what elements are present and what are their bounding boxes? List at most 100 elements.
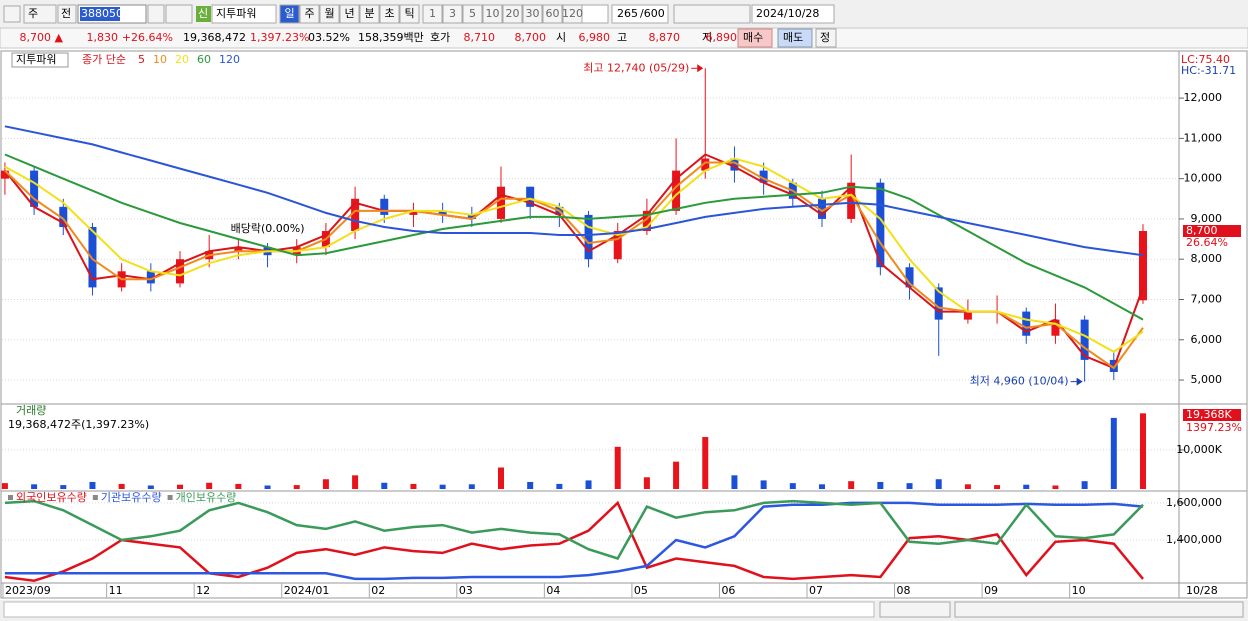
scroll-track[interactable]: [3, 601, 875, 618]
last-price-box: [1183, 225, 1241, 238]
bid: 8,700: [515, 31, 547, 44]
period: 분: [364, 7, 374, 20]
volume-bar: [381, 482, 388, 489]
candle-body: [847, 182, 856, 219]
x-tick-label: 2024/01: [284, 584, 330, 597]
volume-bar: [935, 479, 942, 489]
price: 8,700 ▲: [20, 31, 64, 44]
prev-button[interactable]: [57, 4, 77, 24]
x-end-label: 10/28: [1186, 584, 1218, 597]
interval-button[interactable]: [502, 4, 523, 24]
volume-bar: [410, 483, 417, 489]
y-tick-label: 8,000: [1191, 252, 1223, 265]
interval-button[interactable]: [422, 4, 443, 24]
buy-button[interactable]: [737, 28, 773, 48]
ma-line: [4, 153, 1144, 370]
mode-select[interactable]: [23, 4, 57, 24]
candle-body: [496, 186, 505, 219]
volume-bar: [89, 481, 96, 489]
turnover: 03.52%: [308, 31, 350, 44]
volume-bar: [293, 485, 300, 489]
candle-body: [730, 158, 739, 171]
volume-bar: [964, 484, 971, 489]
correct: 정: [820, 31, 830, 44]
ma-line: [4, 125, 1144, 257]
volume-bar: [789, 483, 796, 489]
period-button[interactable]: [399, 4, 420, 24]
stock-name: 지투파워: [216, 7, 256, 20]
y-tick-label: 11,000: [1184, 131, 1223, 144]
volume-title: 거래량: [16, 404, 46, 417]
x-tick-label: 05: [634, 584, 648, 597]
period-button[interactable]: [299, 4, 320, 24]
candle-body: [876, 182, 885, 268]
x-tick-label: 07: [809, 584, 823, 597]
date-box[interactable]: [751, 4, 835, 24]
period: 초: [384, 7, 394, 20]
period-button[interactable]: [359, 4, 380, 24]
correct-button[interactable]: [815, 28, 837, 48]
sell-button[interactable]: [777, 28, 813, 48]
low-label: 저: [702, 31, 712, 44]
candle-body: [1080, 319, 1089, 360]
legend-entry: 기관보유수량: [101, 491, 162, 504]
volume-bar: [877, 481, 884, 489]
period-button[interactable]: [279, 4, 300, 24]
change-pct: +26.64%: [122, 31, 173, 44]
volume-bar: [177, 484, 184, 489]
x-tick-label: 03: [459, 584, 473, 597]
candle-body: [526, 186, 535, 207]
count-box[interactable]: [611, 4, 669, 24]
open: 6,980: [579, 31, 611, 44]
corner-label: HC:-31.71: [1181, 64, 1236, 77]
y-tick-label: 1,400,000: [1166, 533, 1222, 546]
interval-button[interactable]: [482, 4, 503, 24]
tool-icons[interactable]: [673, 4, 751, 24]
badge: 신: [198, 7, 208, 20]
candle-body: [409, 210, 418, 215]
y-tick-label: 10,000K: [1176, 443, 1222, 456]
period: 틱: [404, 7, 414, 20]
last-change: 26.64%: [1186, 236, 1228, 249]
interval-button[interactable]: [462, 4, 483, 24]
volume-bar: [322, 479, 329, 489]
x-tick-label: 04: [546, 584, 560, 597]
count-max: /600: [640, 7, 665, 20]
volume-bar: [1, 483, 8, 489]
interval-button[interactable]: [542, 4, 563, 24]
sound-button[interactable]: [165, 4, 193, 24]
candle-body: [234, 247, 243, 252]
candle-body: [934, 287, 943, 320]
zoom-tools[interactable]: [954, 601, 1244, 618]
candle-body: [438, 210, 447, 215]
volume-bar: [1052, 485, 1059, 489]
period-button[interactable]: [379, 4, 400, 24]
menu-button[interactable]: [3, 5, 21, 23]
y-tick-label: 9,000: [1191, 212, 1223, 225]
period-button[interactable]: [339, 4, 360, 24]
interval-button[interactable]: [522, 4, 543, 24]
legend-entry: 60: [197, 53, 211, 66]
interval-button[interactable]: [442, 4, 463, 24]
x-tick-label: 11: [109, 584, 123, 597]
candle-body: [1051, 319, 1060, 336]
name-box: [211, 4, 277, 24]
period-button[interactable]: [319, 4, 340, 24]
volume-bar: [1023, 484, 1030, 489]
low: 6,890: [706, 31, 738, 44]
search-button[interactable]: [147, 4, 165, 24]
holding-line: [4, 499, 1144, 560]
volume-bar: [643, 477, 650, 489]
annotation: 최저 4,960 (10/04): [970, 375, 1069, 388]
prev: 전: [61, 7, 71, 20]
candle-body: [701, 158, 710, 171]
volume-pct: 1,397.23%: [250, 31, 309, 44]
volume-bar: [206, 482, 213, 489]
interval-button[interactable]: [562, 4, 583, 24]
candle-body: [146, 271, 155, 284]
volume-bar: [556, 483, 563, 489]
interval: 20: [506, 7, 520, 20]
scroll-buttons[interactable]: [879, 601, 951, 618]
volume-bar: [702, 437, 709, 489]
volume-bar: [614, 446, 621, 489]
